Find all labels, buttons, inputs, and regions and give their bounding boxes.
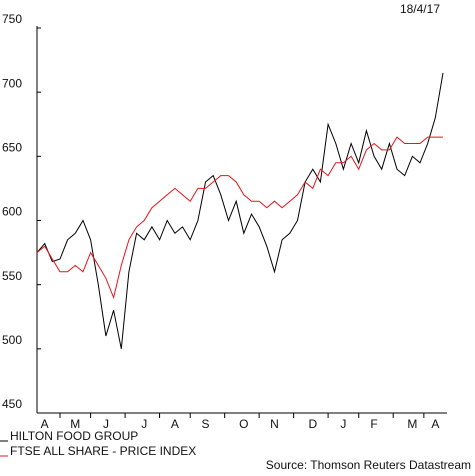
y-tick-label: 700 [2, 76, 22, 90]
source-note: Source: Thomson Reuters Datastream [266, 458, 471, 472]
x-tick-label: F [370, 417, 377, 431]
x-tick-label: A [431, 417, 439, 431]
x-tick-label: J [340, 417, 346, 431]
x-tick-label: A [171, 417, 179, 431]
x-tick-label: A [41, 417, 49, 431]
date-label: 18/4/17 [400, 2, 440, 16]
y-tick-label: 650 [2, 141, 22, 155]
x-tick-label: S [202, 417, 210, 431]
x-tick-label: J [103, 417, 109, 431]
x-tick-label: N [270, 417, 279, 431]
series-line [36, 136, 443, 300]
y-tick-label: 750 [2, 12, 22, 26]
x-tick-label: M [70, 417, 80, 431]
legend-label: HILTON FOOD GROUP [10, 429, 138, 443]
x-tick-label: D [308, 417, 317, 431]
y-tick-label: 600 [2, 205, 22, 219]
y-tick-label: 500 [2, 333, 22, 347]
series-line [36, 72, 444, 349]
y-tick-label: 450 [2, 397, 22, 411]
y-tick-label: 550 [2, 269, 22, 283]
x-tick-label: O [239, 417, 248, 431]
x-tick-label: J [141, 417, 147, 431]
x-tick-label: M [407, 417, 417, 431]
legend-label: FTSE ALL SHARE - PRICE INDEX [10, 444, 196, 458]
